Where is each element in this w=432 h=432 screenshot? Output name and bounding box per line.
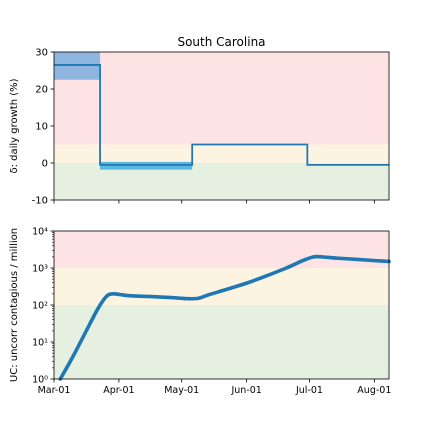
contagious-chart: 10⁰ 10¹ 10² 10³ 10⁴ Mar-01 Apr-01 May-01 Jun-01…	[9, 227, 391, 397]
contagious-series-line-0	[58, 254, 391, 381]
growth-band-2	[54, 52, 389, 145]
growth-chart: -10 0 10 20 30 South Carolina δ: daily growt…	[9, 35, 390, 207]
contagious-band-2	[54, 231, 389, 268]
contagious-y-tick-label: 10³	[32, 264, 48, 275]
growth-y-tick-label: 20	[35, 85, 48, 96]
contagious-y-tick-label: 10⁴	[32, 227, 48, 238]
growth-uncertainty-box-0	[54, 52, 101, 80]
contagious-y-tick-label: 10⁰	[32, 375, 48, 386]
contagious-y-axis-label: UC: uncorr contagious / million	[9, 228, 20, 382]
contagious-x-tick-label: May-01	[164, 385, 199, 396]
growth-y-axis-label: δ: daily growth (%)	[9, 78, 20, 173]
growth-uncertainty-box-1	[100, 161, 193, 170]
growth-y-tick-label: -10	[32, 196, 48, 207]
growth-y-tick-label: 10	[35, 122, 48, 133]
contagious-band-1	[54, 268, 389, 305]
growth-y-tick-label: 30	[35, 48, 48, 59]
growth-y-tick-label: 0	[42, 159, 48, 170]
growth-series-line-0	[54, 64, 389, 166]
contagious-x-tick-label: Apr-01	[103, 385, 134, 396]
contagious-y-tick-label: 10¹	[32, 338, 48, 349]
contagious-x-tick-label: Mar-01	[38, 385, 71, 396]
contagious-x-tick-label: Aug-01	[357, 385, 391, 396]
contagious-band-0	[54, 305, 389, 379]
contagious-x-tick-label: Jul-01	[295, 385, 323, 396]
growth-chart-title: South Carolina	[177, 35, 265, 49]
contagious-y-tick-label: 10²	[32, 301, 48, 312]
contagious-x-tick-label: Jun-01	[230, 385, 261, 396]
growth-band-1	[54, 144, 389, 163]
